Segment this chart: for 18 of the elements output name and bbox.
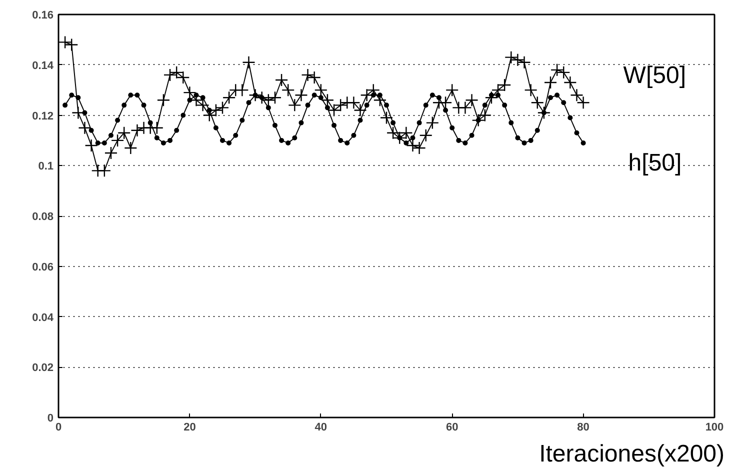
series-label: h[50] (628, 149, 682, 176)
x-tick-label: 0 (55, 422, 62, 434)
y-tick-label: 0.14 (32, 60, 54, 72)
x-tick-label: 60 (446, 422, 458, 434)
x-tick-label: 40 (314, 422, 328, 434)
y-tick-label: 0.04 (32, 312, 54, 324)
x-tick-label: 80 (577, 422, 590, 434)
y-tick-label: 0.16 (32, 10, 54, 22)
y-tick-label: 0 (47, 412, 54, 424)
y-tick-label: 0.12 (32, 110, 54, 122)
y-tick-label: 0.06 (32, 261, 54, 274)
series-label: W[50] (623, 62, 686, 90)
x-tick-label: 20 (184, 422, 196, 434)
y-tick-label: 0.02 (32, 362, 54, 374)
x-axis-title: Iteraciones(x200) (539, 440, 725, 468)
y-tick-label: 0.08 (32, 211, 54, 223)
y-tick-label: 0.1 (38, 160, 54, 173)
x-tick-label: 100 (705, 422, 724, 434)
